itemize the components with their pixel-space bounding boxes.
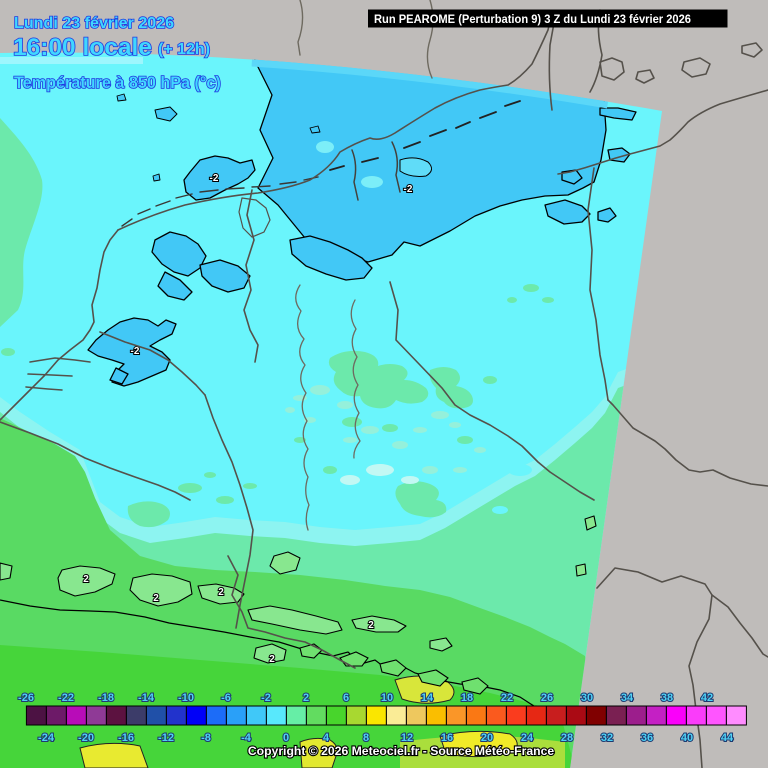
svg-text:Copyright © 2026 Meteociel.fr: Copyright © 2026 Meteociel.fr - Source M… [248, 744, 555, 758]
svg-text:18: 18 [461, 692, 473, 704]
svg-text:10: 10 [381, 692, 393, 704]
svg-text:0: 0 [283, 732, 289, 744]
svg-text:-2: -2 [261, 692, 271, 704]
svg-text:Run PEAROME (Perturbation 9) 3: Run PEAROME (Perturbation 9) 3 Z du Lund… [374, 12, 691, 26]
svg-text:4: 4 [323, 732, 330, 744]
svg-text:-2: -2 [131, 346, 140, 357]
svg-text:2: 2 [303, 692, 309, 704]
svg-text:-14: -14 [138, 692, 155, 704]
svg-text:6: 6 [343, 692, 349, 704]
svg-text:12: 12 [401, 732, 413, 744]
svg-text:-6: -6 [221, 692, 231, 704]
svg-text:22: 22 [501, 692, 513, 704]
svg-text:Température à 850 hPa (°c): Température à 850 hPa (°c) [14, 74, 221, 92]
svg-text:-8: -8 [201, 732, 211, 744]
svg-text:14: 14 [421, 692, 434, 704]
svg-text:28: 28 [561, 732, 573, 744]
svg-text:30: 30 [581, 692, 593, 704]
svg-text:-18: -18 [98, 692, 114, 704]
svg-text:26: 26 [541, 692, 553, 704]
svg-text:-24: -24 [38, 732, 55, 744]
svg-text:32: 32 [601, 732, 613, 744]
svg-text:16:00 locale: 16:00 locale [13, 34, 152, 61]
svg-text:16: 16 [441, 732, 453, 744]
svg-text:24: 24 [521, 732, 534, 744]
svg-text:44: 44 [721, 732, 734, 744]
svg-text:Lundi 23 février 2026: Lundi 23 février 2026 [14, 14, 174, 32]
svg-text:-26: -26 [18, 692, 34, 704]
svg-text:36: 36 [641, 732, 653, 744]
svg-text:2: 2 [269, 654, 275, 665]
svg-text:40: 40 [681, 732, 693, 744]
svg-text:-16: -16 [118, 732, 134, 744]
svg-text:8: 8 [363, 732, 369, 744]
svg-text:34: 34 [621, 692, 634, 704]
svg-text:42: 42 [701, 692, 713, 704]
svg-text:-2: -2 [210, 173, 219, 184]
svg-text:-20: -20 [78, 732, 94, 744]
svg-text:2: 2 [83, 574, 89, 585]
svg-text:-10: -10 [178, 692, 194, 704]
svg-text:-12: -12 [158, 732, 174, 744]
svg-text:2: 2 [218, 587, 224, 598]
svg-text:2: 2 [153, 593, 159, 604]
svg-text:2: 2 [368, 620, 374, 631]
svg-text:(+ 12h): (+ 12h) [158, 41, 210, 58]
svg-text:20: 20 [481, 732, 493, 744]
svg-text:-2: -2 [404, 184, 413, 195]
svg-text:-22: -22 [58, 692, 74, 704]
svg-text:-4: -4 [241, 732, 252, 744]
svg-text:38: 38 [661, 692, 673, 704]
